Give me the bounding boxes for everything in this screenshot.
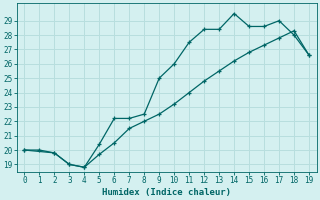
X-axis label: Humidex (Indice chaleur): Humidex (Indice chaleur): [102, 188, 231, 197]
